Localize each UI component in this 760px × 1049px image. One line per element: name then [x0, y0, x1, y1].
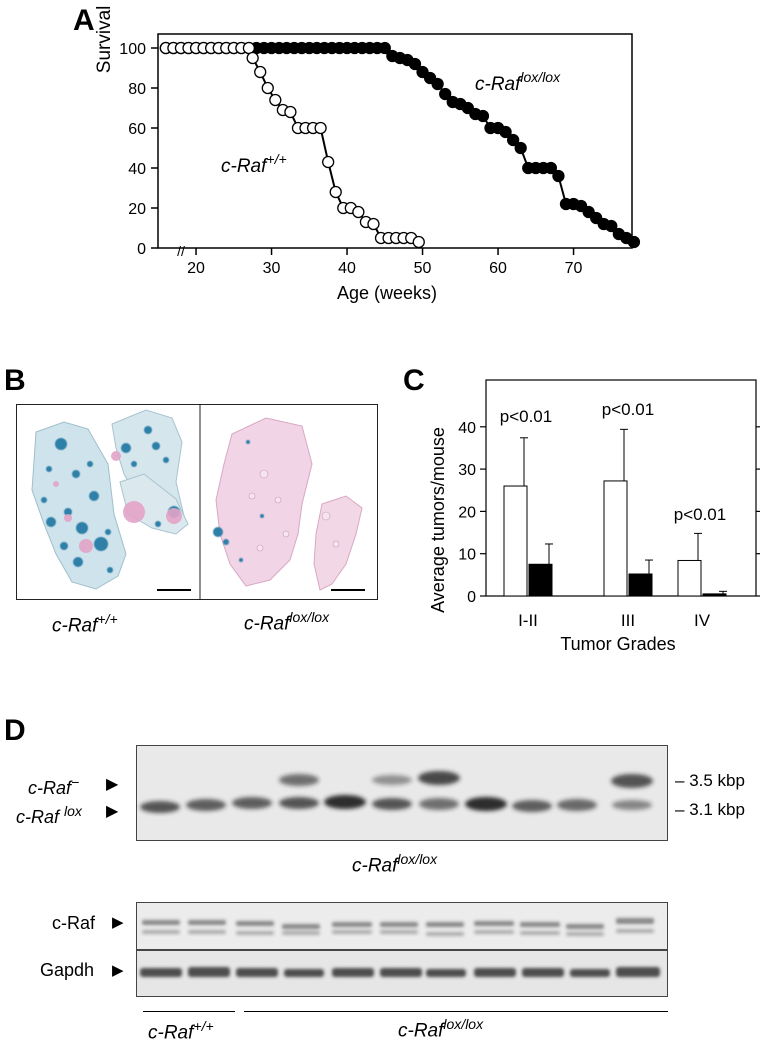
knockout-point — [476, 109, 490, 123]
y-tick-label: 10 — [458, 547, 476, 564]
southern-caption: c-Raflox/lox — [352, 851, 438, 877]
wild-type-point — [352, 205, 365, 219]
knockout-point — [605, 219, 618, 233]
wild-type-point — [254, 65, 267, 79]
southern-blot-image — [136, 745, 668, 841]
knockout-point — [544, 161, 558, 175]
panel-b-letter: B — [4, 364, 26, 397]
group-bracket-knockout — [244, 1011, 668, 1012]
wild-type-point — [284, 105, 297, 119]
bar-x-axis-label: Tumor Grades — [560, 634, 675, 654]
x-tick-label: IV — [694, 611, 711, 630]
x-tick-label: 70 — [565, 260, 583, 277]
knockout-lung-section — [213, 417, 365, 591]
group-label-wild-type: c-Raf+/+ — [148, 1018, 214, 1044]
western-blot-image — [136, 902, 668, 997]
knockout-point — [627, 235, 641, 249]
caption-knockout: c-Raflox/lox — [244, 609, 330, 635]
knockout-bar — [702, 593, 727, 597]
arrowhead-right-icon: ▶ — [106, 803, 119, 820]
survival-axes: 0 20 40 60 80 100 20 30 40 50 60 70 — [119, 33, 633, 277]
knockout-bar — [628, 573, 653, 597]
caption-wild-type: c-Raf+/+ — [52, 611, 118, 637]
survival-y-axis-label: Survival (%) — [94, 0, 115, 73]
survival-markers — [159, 41, 641, 249]
size-marker-lower: – 3.1 kbp — [675, 800, 745, 819]
y-tick-label: 40 — [458, 420, 476, 437]
arrowhead-right-icon: ▶ — [106, 776, 119, 793]
y-tick-label: 20 — [458, 504, 476, 521]
wild-type-point — [242, 41, 256, 55]
pvalue-label: p<0.01 — [674, 505, 726, 524]
bar-marks — [503, 428, 727, 597]
wild-type-point — [246, 51, 259, 65]
y-tick-label: 20 — [128, 201, 146, 218]
wild-type-point — [367, 217, 380, 231]
survival-chart: 0 20 40 60 80 100 20 30 40 50 60 70 Survival (%) Ag… — [94, 0, 641, 303]
wild-type-bar — [603, 480, 628, 597]
arrowhead-right-icon: ▶ — [112, 914, 124, 931]
survival-x-axis-label: Age (weeks) — [337, 283, 437, 303]
y-tick-label: 60 — [128, 121, 146, 138]
group-bracket-wild-type — [143, 1011, 235, 1012]
pvalue-label: p<0.01 — [500, 407, 552, 426]
knockout-curve — [165, 47, 635, 243]
knockout-point — [506, 133, 520, 147]
bar-y-axis-label: Average tumors/mouse — [428, 427, 448, 613]
x-tick-label: 40 — [338, 260, 356, 277]
western-row-label-gapdh: Gapdh — [40, 960, 95, 980]
wild-type-point — [322, 155, 335, 169]
x-tick-label: I-II — [518, 611, 538, 630]
x-tick-label: 30 — [263, 260, 281, 277]
knockout-point — [408, 57, 422, 71]
arrowhead-right-icon: ▶ — [112, 962, 124, 979]
survival-plot-frame — [157, 33, 633, 249]
knockout-point — [378, 41, 391, 55]
western-row-label-craf: c-Raf — [52, 913, 96, 933]
knockout-point — [499, 125, 512, 139]
band-minus-label: c-Raf− — [28, 774, 80, 798]
knockout-point — [431, 77, 444, 91]
group-label-knockout: c-Raflox/lox — [398, 1016, 484, 1042]
axis-break-mark: // — [177, 243, 185, 259]
x-tick-label: 50 — [414, 260, 432, 277]
knockout-point — [552, 169, 565, 183]
label-wild-type: c-Raf+/+ — [221, 151, 287, 177]
wild-type-point — [314, 121, 327, 135]
y-tick-label: 40 — [128, 161, 146, 178]
survival-lines — [165, 47, 635, 243]
wild-type-point — [261, 81, 274, 95]
x-tick-label: III — [621, 611, 635, 630]
knockout-bar — [528, 563, 553, 597]
wild-type-curve — [165, 47, 420, 243]
y-tick-label: 0 — [137, 241, 146, 258]
x-tick-label: 20 — [187, 260, 205, 277]
lung-histology-image — [16, 404, 378, 600]
panel-d-letter: D — [4, 714, 26, 747]
wild-type-lung-section — [31, 409, 191, 591]
pvalue-label: p<0.01 — [602, 400, 654, 419]
panel-a-letter: A — [73, 4, 95, 37]
wild-type-point — [269, 93, 282, 107]
wild-type-bar — [677, 559, 702, 597]
knockout-point — [514, 141, 527, 155]
panel-c-letter: C — [403, 364, 425, 397]
x-tick-label: 60 — [489, 260, 507, 277]
label-knockout: c-Raflox/lox — [475, 69, 561, 95]
y-tick-label: 0 — [467, 589, 476, 606]
size-marker-upper: – 3.5 kbp — [675, 771, 745, 790]
wild-type-point — [412, 235, 425, 249]
wild-type-point — [329, 185, 342, 199]
wild-type-bar — [503, 485, 528, 597]
band-lox-label: c-Raf lox — [16, 803, 82, 827]
knockout-point — [439, 87, 452, 101]
y-tick-label: 100 — [119, 41, 146, 58]
y-tick-label: 30 — [458, 462, 476, 479]
y-tick-label: 80 — [128, 81, 146, 98]
